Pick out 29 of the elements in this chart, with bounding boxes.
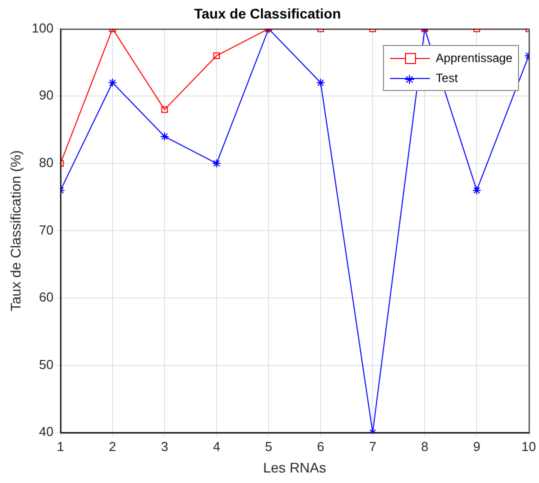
- x-tick-label: 2: [108, 438, 116, 454]
- y-tick-label: 90: [39, 88, 54, 103]
- x-tick-label: 3: [160, 438, 168, 454]
- point: [213, 52, 220, 60]
- x-tick-label: 9: [473, 438, 480, 454]
- legend-label: Test: [436, 70, 458, 85]
- point: [212, 158, 222, 168]
- point: [161, 106, 168, 113]
- x-tick-label: 4: [212, 438, 220, 454]
- y-tick-label: 80: [39, 154, 54, 170]
- y-axis-title: Taux de Classification (%): [7, 150, 24, 312]
- x-tick-label: 8: [421, 438, 428, 454]
- point: [316, 78, 326, 88]
- point: [108, 78, 118, 88]
- y-tick-label: 50: [39, 356, 54, 372]
- y-tick-label: 70: [39, 222, 54, 238]
- x-tick-label: 10: [522, 438, 536, 454]
- x-tick-label: 1: [56, 438, 64, 454]
- y-tick-label: 40: [39, 424, 54, 440]
- x-tick-label: 7: [369, 438, 376, 454]
- x-tick-label: 6: [317, 438, 324, 454]
- chart-title: Taux de Classification: [194, 5, 341, 22]
- y-tick-label: 60: [39, 290, 54, 305]
- point: [472, 186, 482, 195]
- x-tick-label: 5: [264, 438, 272, 454]
- point: [160, 132, 170, 141]
- x-axis-title: Les RNAs: [263, 459, 326, 476]
- legend-label: Apprentissage: [436, 50, 512, 65]
- y-tick-label: 100: [32, 20, 54, 36]
